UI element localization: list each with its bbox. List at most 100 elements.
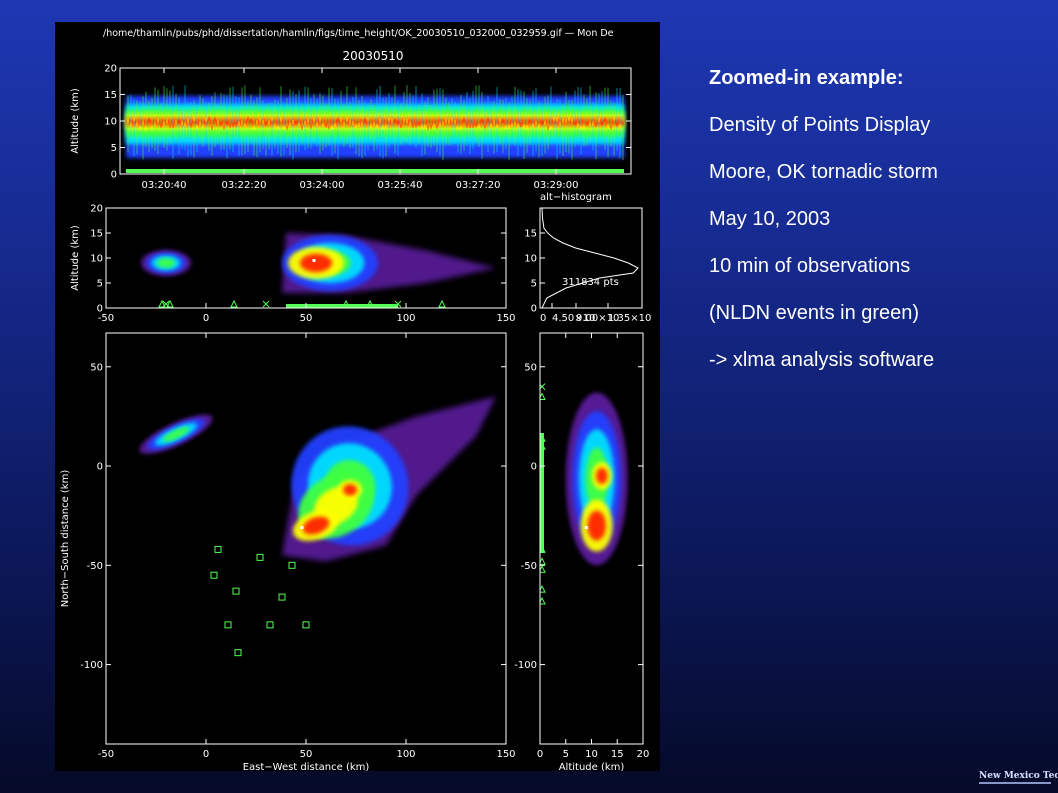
th-y-tick-label: 5	[111, 143, 117, 154]
pv-nldn-square	[256, 553, 264, 561]
slide-line: May 10, 2003	[709, 208, 831, 230]
ew-nldn-band	[286, 304, 398, 308]
pv-nldn-square	[278, 593, 286, 601]
ew-y-tick-label: 5	[97, 279, 103, 290]
hist-x-tick-label: 9.00×10	[576, 313, 619, 324]
pv-nldn-square	[234, 649, 242, 657]
plan-view-panel: -50 0 50 100 150 -100 -50 0 50 East−West distance…	[60, 332, 516, 771]
pv-nldn-square	[302, 621, 310, 629]
th-y-tick-label: 15	[104, 90, 117, 101]
ew-main-core	[299, 253, 333, 273]
pv-x-tick-label: -50	[98, 749, 114, 760]
ew-nldn-tri-marker	[230, 299, 238, 308]
slide-line: Density of Points Display	[709, 114, 931, 136]
ns-x-label: Altitude (km)	[559, 762, 625, 771]
ns-density-core-upper	[596, 467, 608, 485]
th-density-spikes	[127, 85, 624, 161]
slide-line: Moore, OK tornadic storm	[709, 161, 938, 183]
hist-axes: 0 5 10 15 0 4.50×109.00×101.35×10	[524, 229, 651, 325]
ns-x-tick-label: 20	[637, 749, 650, 760]
ew-y-tick-label: 0	[97, 304, 103, 315]
th-x-tick-label: 03:24:00	[300, 180, 345, 191]
ns-nldn-band	[540, 433, 544, 553]
ew-x-tick-label: 150	[496, 313, 515, 324]
time-height-panel: 0 5 10 15 20 03:20:40 03:22:20 03:24:00 03:25:40…	[70, 64, 632, 191]
pv-x-tick-label: 150	[496, 749, 515, 760]
pv-y-tick-label: -100	[80, 660, 103, 671]
date-title: 20030510	[342, 49, 403, 63]
slide-line: (NLDN events in green)	[709, 302, 920, 324]
ew-nldn-tri-marker	[366, 299, 374, 308]
histogram-profile	[541, 208, 639, 308]
th-x-tick-label: 03:25:40	[378, 180, 423, 191]
ns-density-core	[587, 510, 606, 541]
pv-west-cell	[162, 427, 190, 442]
histogram-title: alt−histogram	[540, 192, 612, 203]
ns-y-tick-label: 50	[524, 362, 537, 373]
th-y-tick-label: 10	[104, 117, 117, 128]
ns-x-tick-label: 5	[563, 749, 569, 760]
lma-plot-svg: /home/thamlin/pubs/phd/dissertation/haml…	[60, 28, 651, 771]
ew-nldn-tri-marker	[342, 299, 350, 308]
file-path-label: /home/thamlin/pubs/phd/dissertation/haml…	[103, 28, 614, 39]
ns-x-tick-label: 0	[537, 749, 543, 760]
ns-x-tick-label: 10	[585, 749, 598, 760]
th-y-tick-label: 20	[104, 64, 117, 75]
pv-nldn-square	[288, 561, 296, 569]
logo-underline	[979, 782, 1051, 784]
ns-core-dot	[584, 526, 588, 530]
slide-heading: Zoomed-in example:	[709, 67, 904, 89]
ew-core-dot	[312, 259, 316, 262]
th-axes: 0 5 10 15 20 03:20:40 03:22:20 03:24:00 03:25:40…	[70, 64, 631, 191]
ew-nldn-tri-marker	[158, 299, 166, 308]
hist-x-tick-label: 4.50×10	[552, 313, 595, 324]
th-y-label: Altitude (km)	[70, 88, 81, 154]
histogram-panel: 311834 pts 0 5 10 15 0 4.50×109.00×101.35×10	[524, 207, 651, 325]
pv-y-tick-label: 0	[97, 462, 103, 473]
ew-nldn-x-marker	[262, 300, 270, 308]
th-x-tick-label: 03:27:20	[456, 180, 501, 191]
pv-nldn-squares	[210, 545, 310, 657]
ew-x-tick-label: 100	[396, 313, 415, 324]
ew-nldn-tri-marker	[438, 299, 446, 308]
ns-x-tick-label: 15	[611, 749, 624, 760]
pv-nldn-square	[210, 571, 218, 579]
ew-nldn-markers	[158, 299, 446, 308]
slide-line: -> xlma analysis software	[709, 349, 935, 371]
pv-density-blobs	[139, 396, 496, 562]
pv-core-dot	[300, 526, 304, 530]
hist-x-tick-label: 1.35×10	[608, 313, 651, 324]
lma-figure: /home/thamlin/pubs/phd/dissertation/haml…	[55, 22, 660, 771]
th-y-tick-label: 0	[111, 170, 117, 181]
ns-nldn-x-marker	[540, 383, 546, 390]
hist-x-tick-label: 0	[540, 313, 546, 324]
hist-y-tick-label: 10	[524, 254, 537, 265]
slide-line: 10 min of observations	[709, 255, 911, 277]
new-mexico-tech-logo: New Mexico Tech	[975, 758, 1058, 788]
ew-y-tick-label: 10	[90, 254, 103, 265]
pv-nldn-square	[214, 545, 222, 553]
pv-second-core	[343, 484, 357, 496]
ew-x-tick-label: 0	[203, 313, 209, 324]
ns-y-tick-label: -50	[521, 561, 537, 572]
ns-y-tick-label: -100	[514, 660, 537, 671]
slide-text: Zoomed-in example: Density of Points Dis…	[709, 66, 1049, 395]
th-x-tick-label: 03:22:20	[222, 180, 267, 191]
pv-nldn-square	[224, 621, 232, 629]
th-density-red	[126, 118, 624, 126]
ew-west-cell	[156, 258, 176, 268]
logo-text: New Mexico Tech	[979, 771, 1058, 781]
histogram-count: 311834 pts	[562, 277, 619, 288]
th-x-tick-label: 03:29:00	[534, 180, 579, 191]
th-x-tick-label: 03:20:40	[142, 180, 187, 191]
ew-y-tick-label: 20	[90, 204, 103, 215]
pv-nldn-square	[232, 587, 240, 595]
pv-nldn-square	[266, 621, 274, 629]
ew-x-tick-label: 50	[300, 313, 313, 324]
pv-y-tick-label: 50	[90, 362, 103, 373]
ns-y-tick-label: 0	[531, 462, 537, 473]
pv-x-tick-label: 0	[203, 749, 209, 760]
ns-density-blobs	[565, 392, 628, 566]
